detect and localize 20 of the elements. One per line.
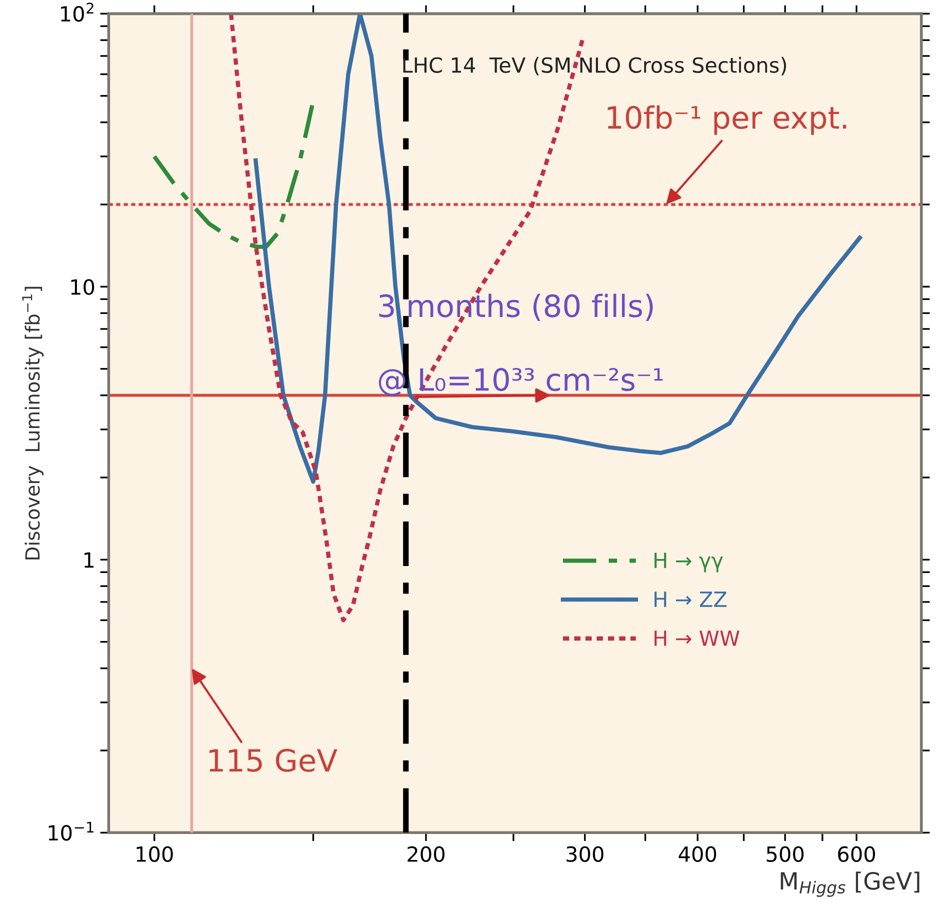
x-tick-label: 400: [678, 846, 716, 862]
y-tick-label: 10$^{−1}$: [48, 822, 94, 841]
annotation: 115 GeV: [210, 748, 338, 772]
legend-label: H → WW: [654, 630, 740, 646]
annotation: 10fb⁻¹ per expt.: [608, 105, 846, 135]
x-tick-label: 200: [408, 846, 444, 862]
legend-label: H → ZZ: [654, 592, 726, 607]
x-tick-label: 600: [838, 846, 876, 862]
legend-label: H → γγ: [654, 552, 723, 572]
annotation: 3 months (80 fills): [379, 294, 653, 321]
text: LHC 14 TeV (SM NLO Cross Sections): [403, 56, 786, 76]
annotation: @ L₀=10³³ cm⁻²s⁻¹: [378, 368, 663, 396]
y-tick-label: 10$^{2}$: [61, 2, 94, 22]
x-tick-label: 500: [766, 846, 804, 862]
x-tick-label: 300: [566, 846, 604, 862]
y-tick-label: 10: [71, 279, 94, 295]
x-tick-label: 100: [136, 846, 173, 862]
y-axis-title: Discovery Luminosity [fb$^{−1}$]: [22, 286, 44, 560]
y-tick-label: 1: [84, 552, 94, 568]
x-axis-title: M$_{Higgs}$ [GeV]: [780, 872, 920, 897]
